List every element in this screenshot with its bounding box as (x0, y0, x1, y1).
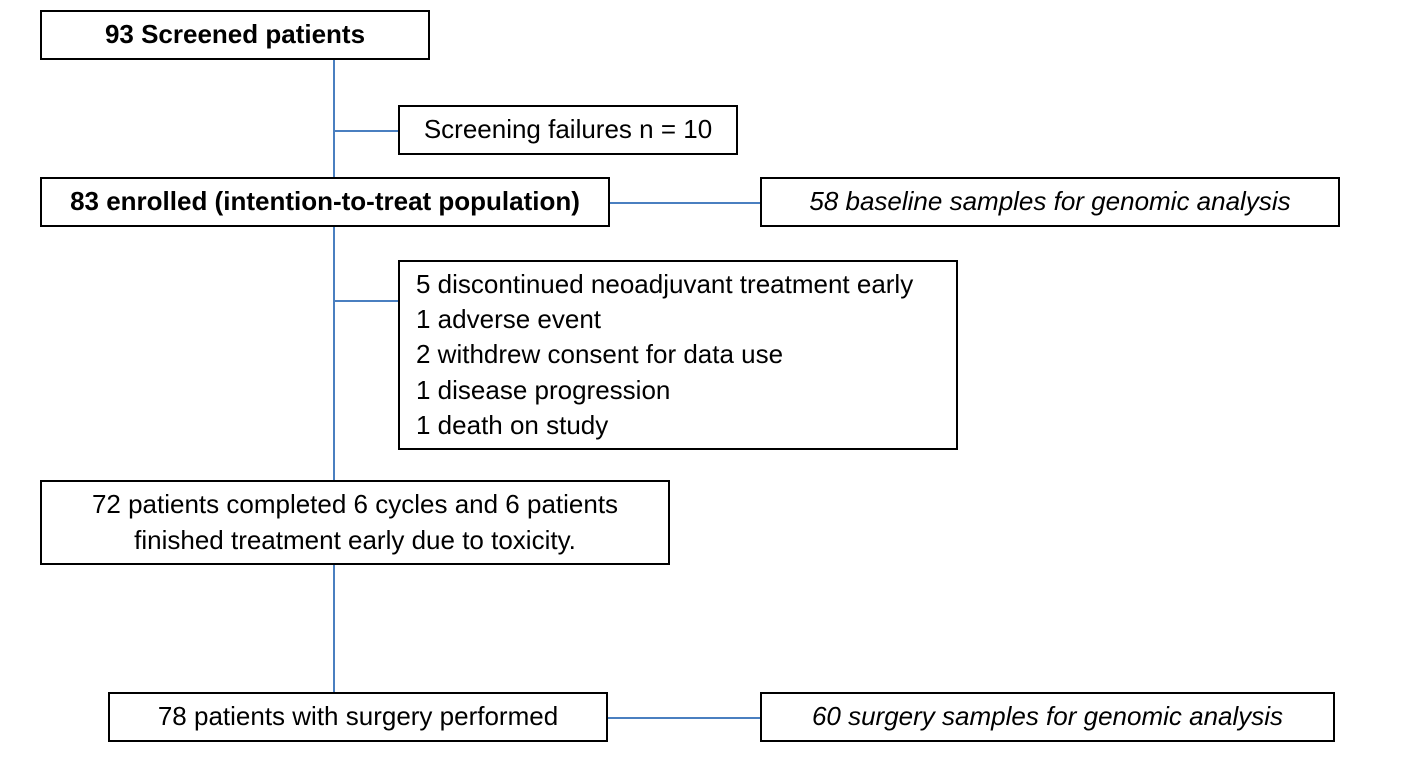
node-screened: 93 Screened patients (40, 10, 430, 60)
node-baseline-samples: 58 baseline samples for genomic analysis (760, 177, 1340, 227)
line-to-discontinued (333, 300, 398, 302)
node-enrolled-label: 83 enrolled (intention-to-treat populati… (70, 184, 580, 219)
node-completed: 72 patients completed 6 cycles and 6 pat… (40, 480, 670, 565)
node-baseline-samples-label: 58 baseline samples for genomic analysis (809, 184, 1290, 219)
node-surgery: 78 patients with surgery performed (108, 692, 608, 742)
line-completed-to-surgery (333, 565, 335, 692)
node-discontinued: 5 discontinued neoadjuvant treatment ear… (398, 260, 958, 450)
node-screened-label: 93 Screened patients (105, 17, 365, 52)
node-surgery-samples-label: 60 surgery samples for genomic analysis (812, 699, 1283, 734)
line-surgery-to-samples (608, 717, 760, 719)
line-enrolled-to-baseline (610, 202, 760, 204)
flowchart-container: 93 Screened patients Screening failures … (0, 0, 1419, 772)
node-enrolled: 83 enrolled (intention-to-treat populati… (40, 177, 610, 227)
line-screened-to-enrolled (333, 60, 335, 177)
line-enrolled-to-completed (333, 227, 335, 480)
node-discontinued-label: 5 discontinued neoadjuvant treatment ear… (416, 267, 913, 442)
node-screening-failures-label: Screening failures n = 10 (424, 112, 712, 147)
node-surgery-samples: 60 surgery samples for genomic analysis (760, 692, 1335, 742)
node-surgery-label: 78 patients with surgery performed (158, 699, 558, 734)
line-to-screening-failures (333, 130, 398, 132)
node-screening-failures: Screening failures n = 10 (398, 105, 738, 155)
node-completed-label: 72 patients completed 6 cycles and 6 pat… (58, 487, 652, 557)
